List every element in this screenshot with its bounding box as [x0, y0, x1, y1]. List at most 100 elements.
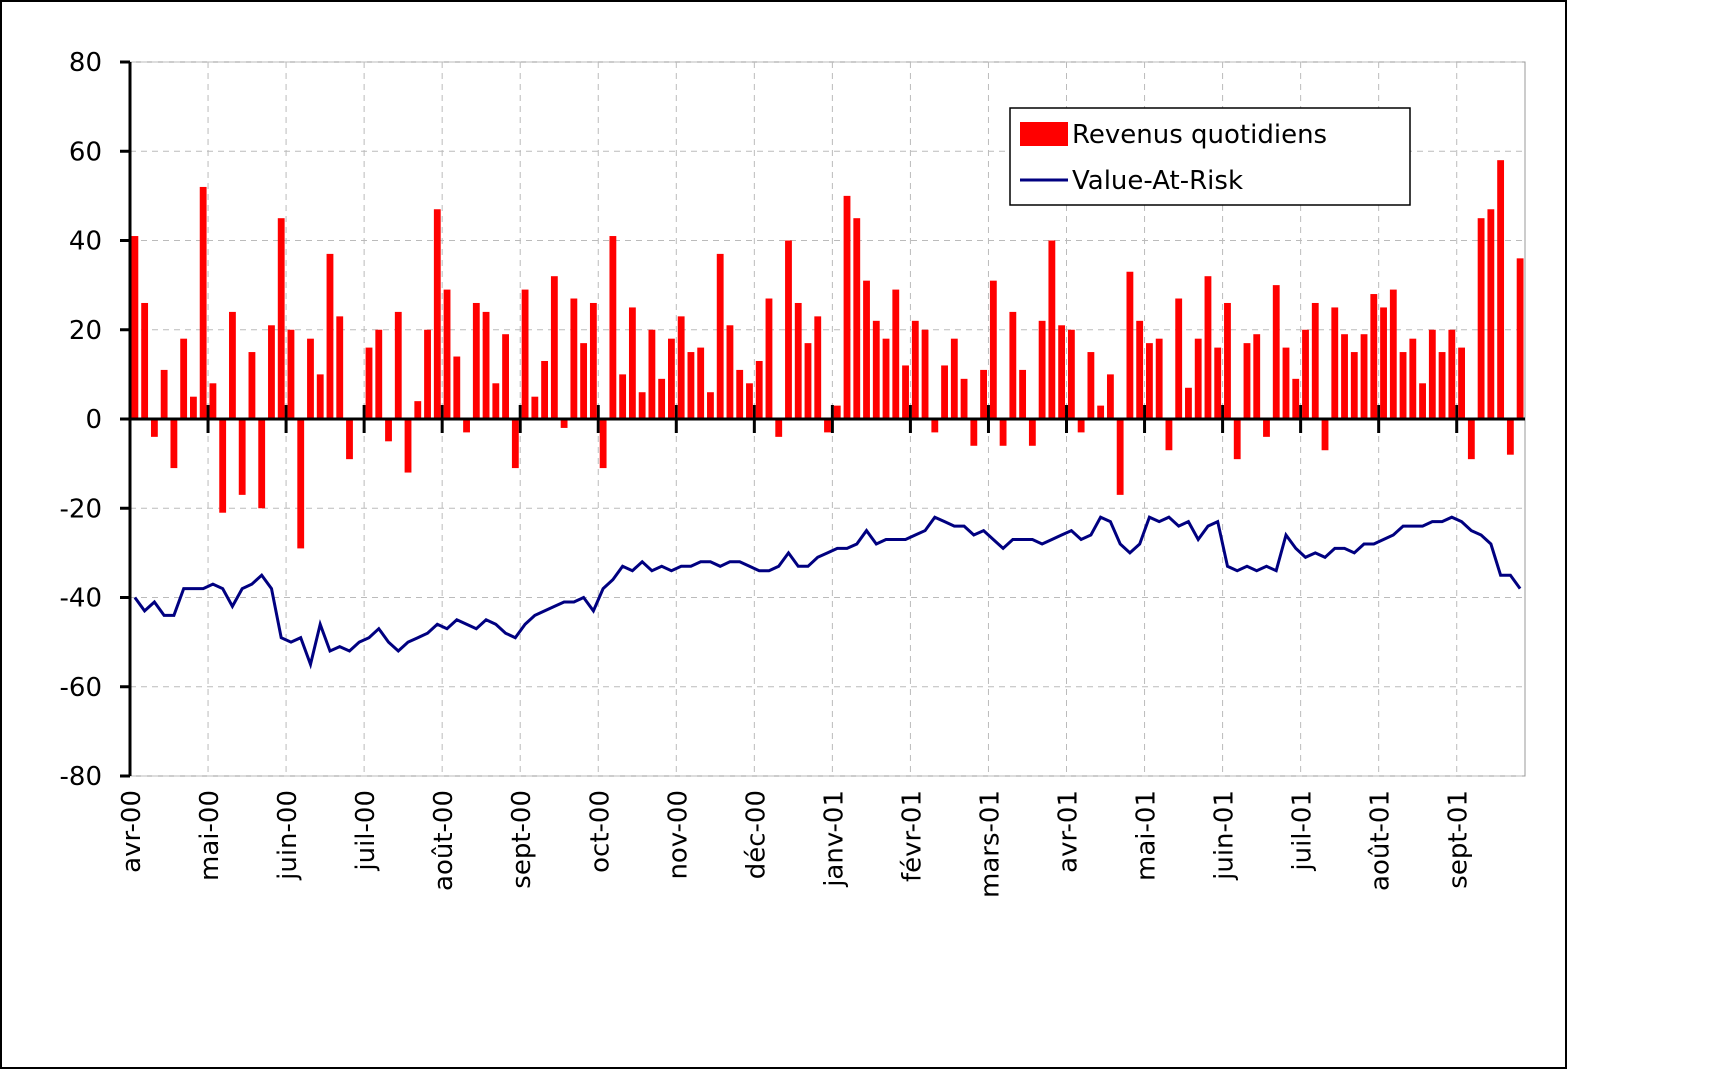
x-tick-label: juil-00: [351, 790, 381, 872]
bar: [492, 383, 500, 419]
bar: [1331, 307, 1339, 419]
bar: [687, 352, 695, 419]
x-tick-label: oct-00: [585, 790, 615, 873]
bar: [424, 329, 431, 419]
bar: [638, 392, 646, 419]
bar: [1077, 419, 1085, 433]
bar: [1311, 302, 1319, 419]
bar: [668, 338, 675, 419]
bar: [1399, 352, 1407, 419]
bar: [248, 352, 256, 419]
bar: [1272, 285, 1280, 419]
bar: [648, 329, 656, 419]
bar: [921, 329, 929, 419]
bar: [1058, 325, 1066, 419]
bar: [726, 325, 734, 419]
y-tick-label: 20: [69, 316, 102, 346]
bar: [1106, 374, 1114, 419]
bar: [1487, 209, 1495, 419]
legend-box: [1009, 107, 1411, 206]
bar: [882, 338, 890, 419]
bar: [1224, 302, 1231, 419]
bar: [589, 302, 597, 419]
x-tick-label: juin-00: [273, 790, 303, 881]
bar: [1067, 329, 1075, 419]
bar: [833, 405, 841, 419]
x-tick-label: déc-00: [741, 790, 771, 879]
y-tick-label: 60: [69, 137, 102, 167]
bar: [346, 419, 353, 460]
bar: [1438, 352, 1446, 419]
bar: [433, 209, 441, 419]
bar: [1116, 419, 1124, 495]
x-tick-label: févr-01: [897, 790, 927, 882]
bar: [804, 343, 812, 419]
bar: [658, 378, 666, 419]
legend-swatch: [1020, 122, 1068, 146]
bar: [443, 289, 451, 419]
bar: [1380, 307, 1387, 419]
bar: [385, 419, 392, 442]
bar: [1038, 320, 1046, 419]
x-tick-label: sept-01: [1444, 790, 1474, 889]
bar: [1009, 311, 1017, 419]
bar: [902, 365, 909, 419]
bar: [1048, 240, 1056, 419]
bar: [1263, 419, 1270, 437]
bar: [209, 383, 217, 419]
bar: [404, 419, 412, 473]
bar: [531, 396, 539, 419]
bar: [1282, 347, 1290, 419]
y-tick-label: 80: [69, 48, 102, 78]
x-tick-label: août-00: [429, 790, 459, 891]
bar: [824, 419, 831, 433]
bar: [950, 338, 958, 419]
bar: [1155, 338, 1163, 419]
bar: [131, 236, 139, 419]
bar: [336, 316, 344, 419]
bar: [755, 360, 763, 419]
bar: [1175, 298, 1183, 419]
bar: [960, 378, 968, 419]
bar: [989, 280, 997, 419]
x-tick-label: août-01: [1366, 790, 1396, 891]
bar: [785, 240, 792, 419]
bar: [521, 289, 529, 419]
bar: [1204, 276, 1212, 419]
bar: [170, 419, 178, 469]
bar: [1419, 383, 1426, 419]
x-tick-label: avr-01: [1054, 790, 1084, 873]
bar: [570, 298, 578, 419]
bar: [941, 365, 948, 419]
bar: [746, 383, 753, 419]
bar: [472, 302, 480, 419]
bar: [1428, 329, 1436, 419]
legend-label: Value-At-Risk: [1072, 166, 1243, 196]
bar: [707, 392, 714, 419]
bar: [677, 316, 685, 419]
bar: [189, 396, 197, 419]
bar: [892, 289, 900, 419]
bar: [1185, 387, 1192, 419]
bar: [697, 347, 705, 419]
bar: [1458, 347, 1466, 419]
bar: [911, 320, 919, 419]
x-tick-label: sept-00: [507, 790, 537, 889]
bar: [609, 236, 617, 419]
x-tick-label: mai-00: [195, 790, 225, 881]
bar: [550, 276, 558, 419]
bar: [1506, 419, 1514, 455]
bar: [765, 298, 773, 419]
bar: [619, 374, 627, 419]
x-tick-label: mai-01: [1132, 790, 1162, 881]
y-tick-label: 40: [69, 227, 102, 257]
bar: [219, 419, 227, 513]
bar: [775, 419, 783, 437]
bar: [1477, 218, 1485, 419]
bar: [287, 329, 295, 419]
bar: [1087, 352, 1095, 419]
y-tick-label: -20: [60, 494, 102, 524]
bar: [1292, 378, 1300, 419]
bar: [1097, 405, 1105, 419]
